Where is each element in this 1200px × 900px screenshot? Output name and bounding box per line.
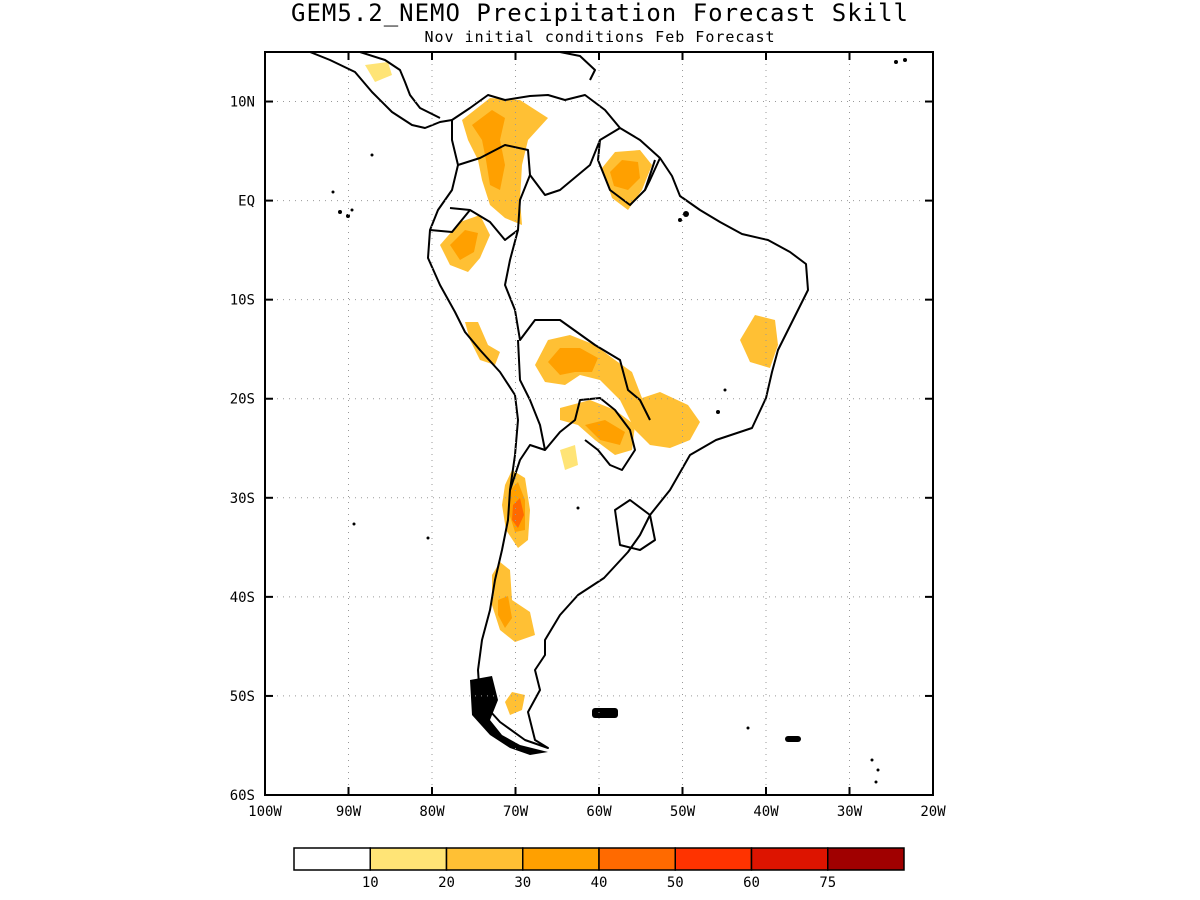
lon-tick-label: 100W [248, 804, 282, 820]
coastline [309, 52, 809, 749]
colorbar-swatch [827, 847, 905, 871]
colorbar-swatch [369, 847, 448, 871]
lon-tick-label: 20W [920, 804, 946, 820]
skill-region-ecuador-peru-north-core [450, 230, 478, 260]
colorbar-label: 20 [438, 875, 455, 891]
colorbar-label: 50 [667, 875, 684, 891]
colorbar-label: 60 [743, 875, 760, 891]
lat-tick-label: 10S [230, 293, 255, 309]
lon-tick-label: 70W [503, 804, 529, 820]
lon-tick-label: 80W [419, 804, 445, 820]
skill-region-paraguay-brazil-south-core [585, 420, 625, 445]
skill-shading [365, 62, 778, 715]
colorbar-swatch [522, 847, 600, 871]
lon-tick-label: 90W [336, 804, 362, 820]
skill-region-central-america [365, 62, 392, 82]
skill-region-chile-south-core [498, 596, 512, 628]
skill-region-colombia-venezuela-core [472, 110, 505, 190]
map-title: GEM5.2_NEMO Precipitation Forecast Skill [291, 0, 909, 27]
map-subtitle: Nov initial conditions Feb Forecast [424, 28, 776, 46]
colorbar-swatch [598, 847, 676, 871]
skill-region-colombia-venezuela [462, 98, 548, 225]
colorbar-label: 40 [591, 875, 608, 891]
colorbar-label: 30 [514, 875, 531, 891]
lat-tick-label: 50S [230, 689, 255, 705]
colorbar: 10 20 30 40 50 60 75 [293, 847, 905, 891]
colorbar-label: 75 [819, 875, 836, 891]
lat-tick-label: 30S [230, 491, 255, 507]
skill-region-argentina-north [560, 445, 578, 470]
lon-tick-label: 30W [837, 804, 863, 820]
lat-tick-label: 40S [230, 590, 255, 606]
skill-region-patagonia [505, 692, 525, 715]
lat-tick-label: EQ [238, 194, 255, 210]
colorbar-swatch [445, 847, 524, 871]
skill-region-peru-central [465, 322, 500, 365]
skill-region-brazil-east [740, 315, 778, 368]
lon-tick-label: 60W [586, 804, 612, 820]
colorbar-label: 10 [362, 875, 379, 891]
lon-tick-label: 50W [670, 804, 696, 820]
lat-tick-label: 60S [230, 788, 255, 804]
colorbar-swatch [750, 847, 829, 871]
skill-region-bolivia-brazil-core [548, 348, 598, 375]
map-area [309, 52, 907, 784]
lon-tick-label: 40W [753, 804, 779, 820]
lat-tick-label: 20S [230, 392, 255, 408]
islands [331, 58, 907, 784]
skill-region-guyana-core [610, 160, 640, 190]
colorbar-swatch [674, 847, 753, 871]
lat-tick-label: 10N [230, 95, 255, 111]
colorbar-swatch [293, 847, 371, 871]
